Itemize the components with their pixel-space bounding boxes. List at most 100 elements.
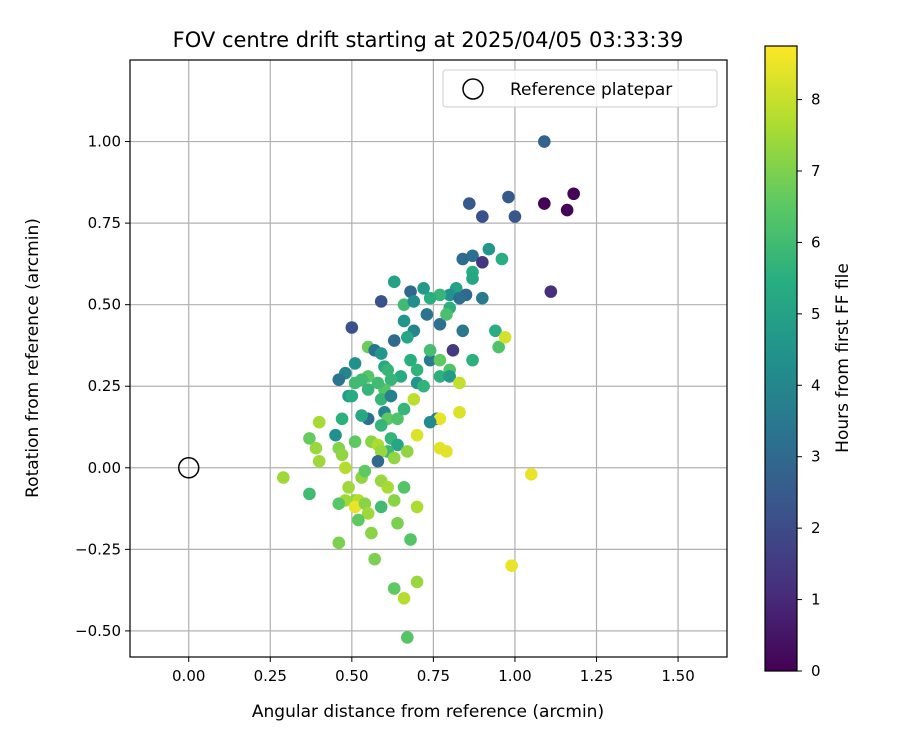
data-point <box>502 190 515 204</box>
data-point <box>492 340 505 354</box>
x-axis-label: Angular distance from reference (arcmin) <box>252 702 604 722</box>
data-point <box>538 197 551 210</box>
data-point <box>453 406 466 419</box>
grid <box>130 60 727 657</box>
data-point <box>433 317 447 331</box>
data-point <box>371 376 385 390</box>
data-point <box>358 497 372 510</box>
data-point <box>456 252 470 266</box>
data-point <box>277 471 290 484</box>
data-point <box>374 392 388 406</box>
data-point <box>348 500 362 514</box>
data-point <box>466 353 479 367</box>
legend-marker-icon <box>462 78 484 100</box>
data-point <box>374 445 388 458</box>
data-point <box>387 334 401 347</box>
x-tick-label: 1.00 <box>498 667 531 685</box>
data-point <box>365 526 378 540</box>
chart-title: FOV centre drift starting at 2025/04/05 … <box>173 28 684 52</box>
y-axis-label: Rotation from reference (arcmin) <box>23 218 43 498</box>
data-point <box>404 353 417 367</box>
data-point <box>352 513 365 527</box>
y-tick-label: 0.00 <box>88 459 121 477</box>
colorbar-tick-label: 3 <box>811 448 821 466</box>
data-point <box>420 308 434 321</box>
data-point <box>400 330 414 344</box>
data-point <box>381 363 395 377</box>
x-tick-label: 0.50 <box>335 667 368 685</box>
data-point <box>355 409 368 422</box>
data-point <box>498 330 512 344</box>
data-point <box>466 272 479 285</box>
data-point <box>361 383 375 396</box>
data-point <box>407 295 421 308</box>
y-axis-ticks: −0.50 −0.25 0.00 0.25 0.50 0.75 1.00 <box>75 133 130 640</box>
data-point <box>391 412 404 426</box>
data-point <box>456 324 470 338</box>
data-point <box>397 591 411 605</box>
colorbar-ticks: 0 1 2 3 4 5 6 7 8 <box>797 91 821 680</box>
legend-label: Reference platepar <box>510 80 672 100</box>
data-point <box>312 415 326 429</box>
legend-box <box>442 69 718 108</box>
data-point <box>440 308 453 321</box>
data-point <box>417 379 430 393</box>
data-point <box>335 412 349 426</box>
data-point <box>404 533 417 546</box>
data-point <box>482 242 496 256</box>
data-point <box>397 481 411 494</box>
data-point <box>433 353 447 367</box>
data-point <box>368 552 381 566</box>
data-point <box>433 412 447 426</box>
data-point <box>397 298 411 311</box>
data-point <box>348 376 362 390</box>
data-point <box>453 376 466 390</box>
data-point <box>410 500 424 514</box>
data-point <box>391 516 404 530</box>
reference-marker-icon <box>177 457 200 479</box>
data-point <box>335 448 349 462</box>
data-point <box>440 445 453 458</box>
y-tick-label: −0.25 <box>75 540 121 558</box>
data-point <box>384 373 398 387</box>
colorbar-gradient <box>764 45 798 672</box>
data-point <box>544 285 558 298</box>
data-point <box>387 451 401 465</box>
data-point <box>423 291 437 305</box>
data-point <box>332 497 346 510</box>
colorbar-tick-label: 0 <box>811 662 821 680</box>
x-axis-ticks: 0.00 0.25 0.50 0.75 1.00 1.25 1.50 <box>172 657 695 685</box>
data-point <box>567 187 580 201</box>
data-point <box>495 252 509 266</box>
data-point <box>423 415 437 429</box>
data-point <box>371 454 385 468</box>
data-point <box>345 389 359 403</box>
colorbar-tick-label: 8 <box>811 91 821 109</box>
data-point <box>397 314 411 328</box>
data-point <box>345 321 359 334</box>
data-point <box>410 363 424 377</box>
data-point <box>505 559 518 572</box>
y-tick-label: 0.50 <box>88 296 121 314</box>
data-point <box>407 392 421 406</box>
data-point <box>508 210 522 223</box>
colorbar-tick-label: 6 <box>811 233 821 251</box>
reference-marker-group <box>177 457 200 479</box>
data-point <box>538 135 551 148</box>
y-tick-label: −0.50 <box>75 622 121 640</box>
data-point <box>433 370 447 383</box>
colorbar-label: Hours from first FF file <box>833 263 853 453</box>
data-point <box>404 285 417 298</box>
x-tick-label: 0.25 <box>254 667 287 685</box>
data-point <box>394 370 408 383</box>
data-point <box>348 357 362 370</box>
y-tick-label: 0.25 <box>88 377 121 395</box>
data-point <box>400 631 414 644</box>
x-tick-label: 0.75 <box>417 667 450 685</box>
data-point <box>329 428 342 442</box>
data-point <box>358 464 372 478</box>
data-point <box>446 344 460 357</box>
data-point <box>303 487 316 501</box>
colorbar-tick-label: 1 <box>811 591 821 609</box>
data-point <box>339 461 352 475</box>
